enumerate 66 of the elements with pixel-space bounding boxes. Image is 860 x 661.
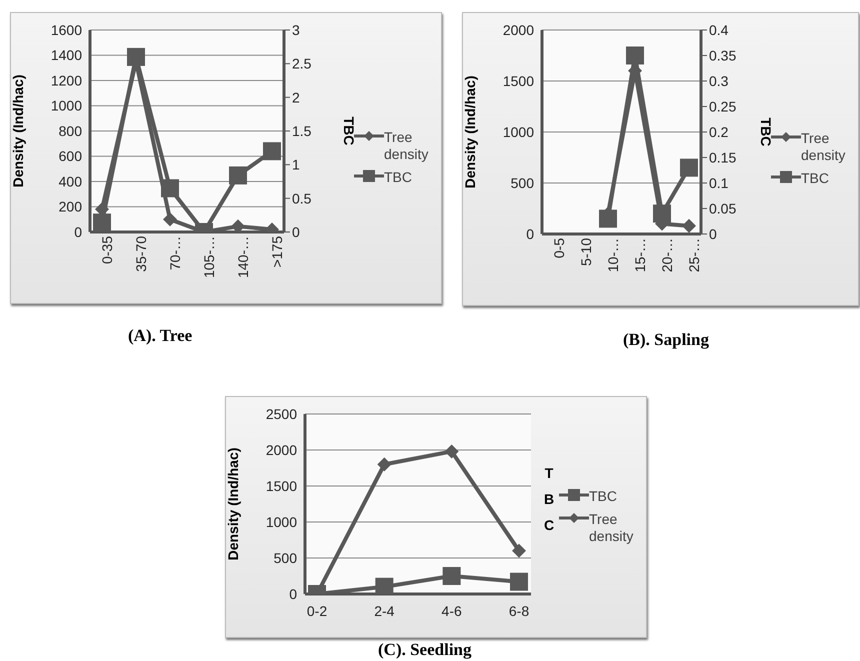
x-tick-label: 2-4 <box>374 602 395 619</box>
y2-tick-label: 2.5 <box>292 56 312 72</box>
y-axis-title: Density (Ind/hac) <box>224 448 241 560</box>
y-tick-label: 1000 <box>266 514 298 530</box>
y-tick-label: 500 <box>274 550 298 566</box>
y2-tick-label: 0.35 <box>709 47 736 64</box>
y2-tick-label: 1.5 <box>292 122 312 139</box>
y2-axis-title: TBC <box>341 116 357 146</box>
y2-tick-label: 0.15 <box>709 149 736 166</box>
y-tick-label: 2500 <box>266 406 298 422</box>
y-tick-label: 0 <box>74 224 82 240</box>
x-tick-label: 10-… <box>604 238 621 272</box>
text: (A). Tree <box>128 326 192 346</box>
y-tick-label: 1000 <box>50 98 82 114</box>
y-tick-label: 0 <box>289 586 298 602</box>
legend-label: TBC <box>801 170 829 186</box>
y-axis-title: Density (Ind/hac) <box>462 76 478 188</box>
text: (C). Seedling <box>378 640 472 660</box>
x-tick-label: 20-… <box>658 238 675 272</box>
y2-tick-label: 0 <box>709 226 717 242</box>
y-tick-label: 2000 <box>266 442 298 458</box>
y-tick-label: 0 <box>526 226 534 242</box>
y2-tick-label: 1 <box>292 156 300 173</box>
y2-tick-label: 0.1 <box>709 174 729 191</box>
x-tick-label: 5-10 <box>578 238 594 266</box>
x-tick-label: >175 <box>268 236 285 268</box>
y-tick-label: 1600 <box>50 22 82 38</box>
y2-axis-title: TBC <box>758 118 774 146</box>
y-tick-label: 600 <box>58 148 82 164</box>
x-tick-label: 140-… <box>234 236 251 278</box>
x-tick-label: 0-35 <box>98 236 115 264</box>
y-tick-label: 800 <box>58 122 82 139</box>
legend-label: Tree density <box>801 130 846 164</box>
y-axis-title: Density (Ind/hac) <box>10 74 26 188</box>
y-tick-label: 1500 <box>266 478 298 494</box>
y2-tick-label: 0.4 <box>709 22 729 38</box>
legend-label: Tree density <box>384 128 430 162</box>
y-tick-label: 1400 <box>50 47 82 64</box>
y2-axis-title: TBC <box>544 465 554 533</box>
y-tick-label: 1200 <box>50 72 82 88</box>
y-tick-label: 2000 <box>502 22 534 38</box>
y2-tick-label: 0.3 <box>709 72 729 89</box>
x-tick-label: 4-6 <box>442 602 462 619</box>
x-tick-label: 25-… <box>686 238 702 272</box>
y2-tick-label: 0.05 <box>709 200 736 216</box>
x-tick-label: 70-… <box>166 236 183 270</box>
legend-label: TBC <box>589 488 617 504</box>
x-tick-label: 0-2 <box>306 602 328 619</box>
y2-tick-label: 0.2 <box>709 124 729 140</box>
y-tick-label: 200 <box>58 198 82 215</box>
y2-tick-label: 3 <box>292 22 300 38</box>
y2-tick-label: 2 <box>292 89 300 106</box>
y-tick-label: 1000 <box>502 124 534 140</box>
y2-tick-label: 0.25 <box>709 98 736 114</box>
x-tick-label: 0-5 <box>550 238 567 258</box>
y-tick-label: 400 <box>58 173 82 190</box>
x-tick-label: 6-8 <box>508 602 530 619</box>
y-tick-label: 1500 <box>502 72 534 89</box>
x-tick-label: 35-70 <box>132 236 149 272</box>
y2-tick-label: 0.5 <box>292 190 312 206</box>
x-tick-label: 105-… <box>200 236 217 278</box>
text: (B). Sapling <box>623 330 709 350</box>
legend-label: TBC <box>384 168 412 186</box>
y-tick-label: 500 <box>510 174 534 191</box>
x-tick-label: 15-… <box>632 238 648 272</box>
legend-label: Tree density <box>589 510 634 544</box>
